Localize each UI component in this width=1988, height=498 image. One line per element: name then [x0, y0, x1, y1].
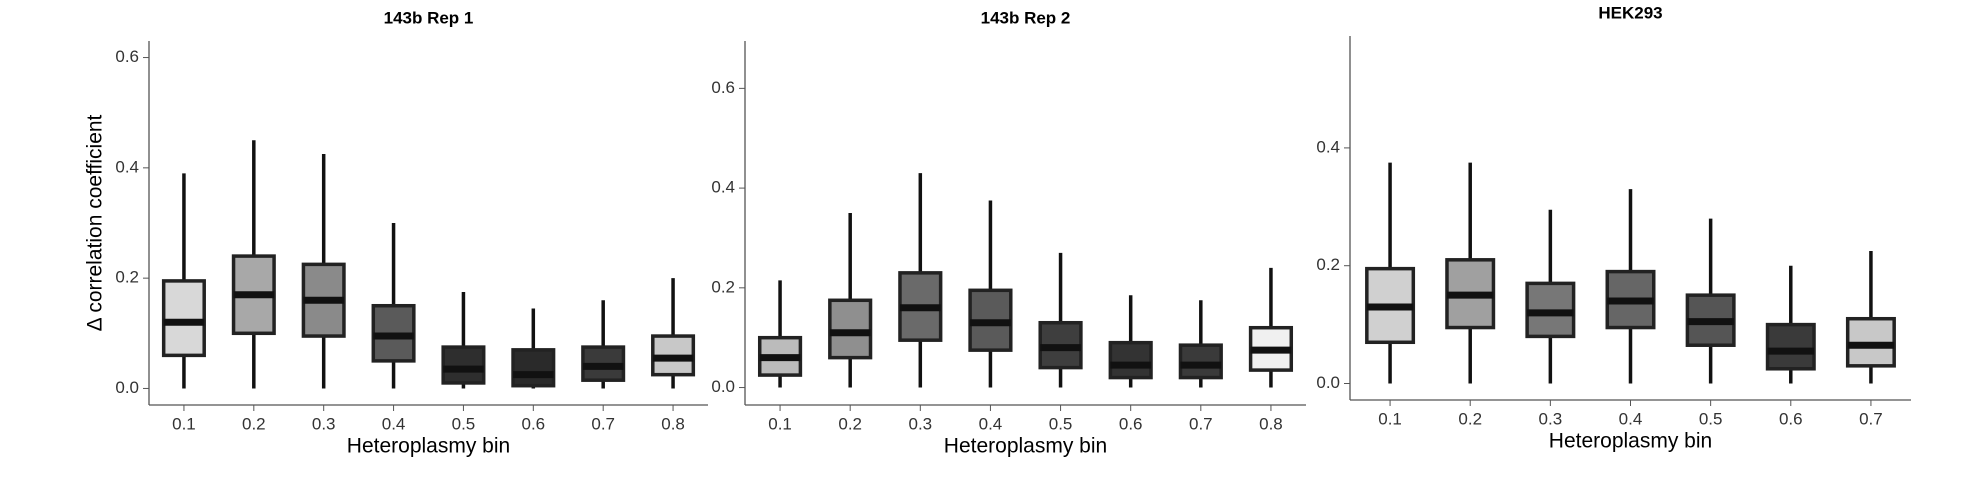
box [1178, 343, 1223, 380]
y-tick-label: 0.4 [1316, 137, 1340, 156]
y-tick-label: 0.2 [115, 268, 139, 287]
x-tick-label: 0.6 [521, 414, 545, 433]
x-tick-label: 0.3 [312, 414, 336, 433]
box [161, 279, 206, 358]
x-tick-label: 0.7 [1189, 414, 1213, 433]
x-tick-label: 0.8 [661, 414, 685, 433]
y-tick-label: 0.2 [711, 277, 735, 296]
x-tick-label: 0.1 [768, 414, 792, 433]
panel-title: 143b Rep 1 [384, 8, 474, 27]
x-axis-title: Heteroplasmy bin [1549, 430, 1712, 453]
y-tick-label: 0.6 [711, 78, 735, 97]
x-tick-label: 0.4 [382, 414, 406, 433]
x-tick-label: 0.5 [1699, 409, 1723, 428]
x-tick-label: 0.5 [1049, 414, 1073, 433]
x-tick-label: 0.2 [1458, 409, 1482, 428]
box [511, 348, 556, 388]
x-tick-label: 0.8 [1259, 414, 1283, 433]
panel-title: HEK293 [1598, 3, 1662, 22]
x-tick-label: 0.6 [1779, 409, 1803, 428]
y-axis-title: Δ correlation coefficient [84, 114, 107, 331]
x-axis-title: Heteroplasmy bin [347, 435, 510, 458]
x-tick-label: 0.3 [908, 414, 932, 433]
x-tick-label: 0.1 [1378, 409, 1402, 428]
x-tick-label: 0.6 [1119, 414, 1143, 433]
box [441, 345, 486, 385]
x-tick-label: 0.3 [1539, 409, 1563, 428]
y-tick-label: 0.0 [711, 377, 735, 396]
panel-title: 143b Rep 2 [981, 8, 1071, 27]
box [1765, 322, 1816, 371]
y-tick-label: 0.6 [115, 47, 139, 66]
x-tick-label: 0.2 [242, 414, 266, 433]
y-tick-label: 0.4 [711, 178, 735, 197]
y-tick-label: 0.0 [115, 378, 139, 397]
y-tick-label: 0.4 [115, 157, 139, 176]
x-tick-label: 0.2 [838, 414, 862, 433]
x-tick-label: 0.4 [979, 414, 1003, 433]
x-tick-label: 0.7 [591, 414, 615, 433]
x-tick-label: 0.7 [1859, 409, 1883, 428]
x-tick-label: 0.4 [1619, 409, 1643, 428]
y-tick-label: 0.0 [1316, 373, 1340, 392]
x-tick-label: 0.5 [452, 414, 476, 433]
y-tick-label: 0.2 [1316, 255, 1340, 274]
x-tick-label: 0.1 [172, 414, 196, 433]
x-axis-title: Heteroplasmy bin [944, 435, 1107, 458]
box [828, 298, 873, 360]
box [1108, 340, 1153, 380]
